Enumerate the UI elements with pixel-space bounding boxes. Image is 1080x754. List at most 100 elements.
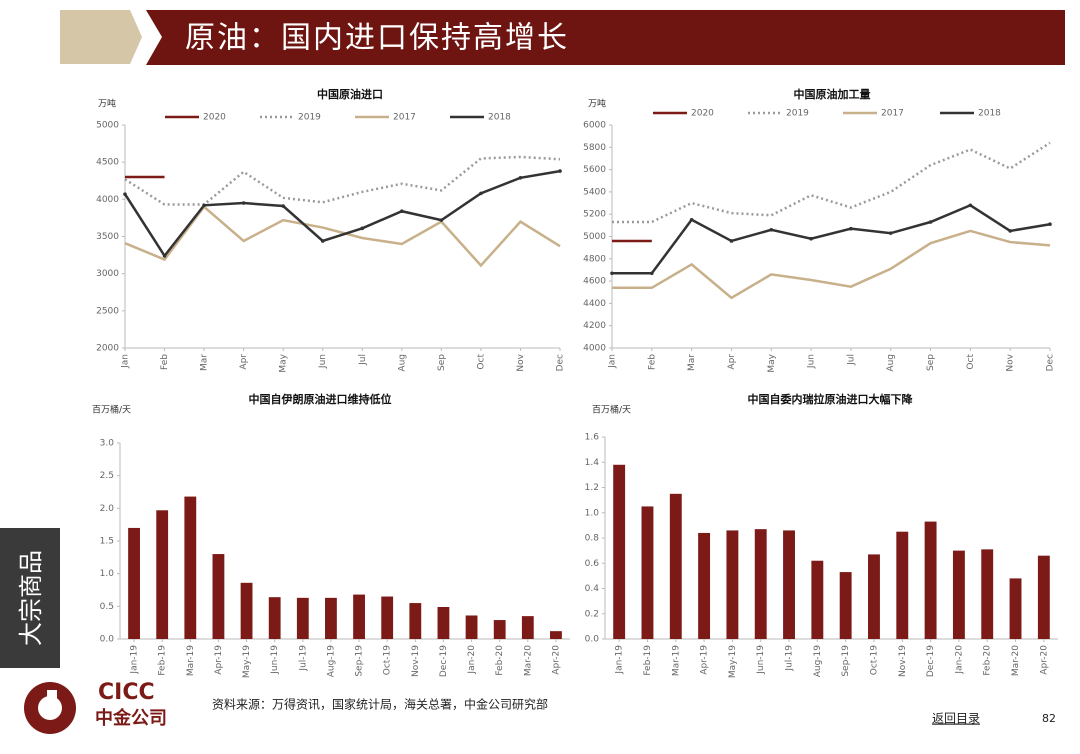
bar [465,615,478,639]
x-tick-label: Feb [160,354,170,370]
bar [924,521,937,639]
y-tick-label: 1.5 [100,537,114,547]
legend-label: 2020 [691,109,714,119]
y-tick-label: 4000 [583,344,606,354]
x-tick-label: May-19 [728,645,738,678]
x-tick-label: Dec [556,354,566,371]
x-tick-label: Mar-20 [1011,645,1021,676]
y-tick-label: 5600 [583,165,606,175]
point [729,239,734,243]
x-tick-label: Sep-19 [841,645,851,677]
x-tick-label: May-19 [242,645,252,678]
point [968,203,973,208]
x-tick-label: Jul [846,354,856,366]
sidebar-label: 大宗商品 [17,550,45,646]
x-tick-label: Nov [1006,353,1016,371]
x-tick-label: Apr-19 [700,645,710,675]
x-tick-label: Oct [966,354,976,370]
x-tick-label: Jan [121,354,131,369]
x-tick-label: Mar [687,354,697,371]
x-tick-label: Feb-19 [158,645,168,676]
point [689,217,694,222]
x-tick-label: Nov-19 [411,645,421,677]
unit-label: 万吨 [98,98,116,110]
legend-label: 2019 [786,109,809,119]
point [888,231,893,235]
y-tick-label: 3.0 [100,439,115,449]
point [202,203,206,208]
bar [325,597,337,639]
bar [268,597,281,639]
y-tick-label: 0.0 [585,635,600,645]
x-tick-label: Jan-20 [467,645,477,675]
x-tick-label: Feb-19 [643,645,653,676]
y-tick-label: 2.0 [100,504,115,514]
x-tick-label: Feb-20 [983,645,993,676]
point [162,254,167,258]
x-tick-label: Jun [318,354,328,369]
y-tick-label: 1.0 [585,508,600,518]
y-tick-label: 1.0 [100,569,115,579]
bar [156,510,169,639]
y-tick-label: 0.4 [585,584,600,594]
point [650,271,654,276]
y-tick-label: 5400 [583,187,606,197]
y-tick-label: 4200 [583,321,606,331]
chart-title: 中国原油进口 [317,87,383,101]
x-tick-label: Oct-19 [869,645,879,676]
chart-title: 中国原油加工量 [794,87,871,101]
sidebar-box [0,528,60,668]
point [439,218,444,222]
bar [698,532,711,639]
x-tick-label: Feb [647,354,657,370]
header-title: 原油：国内进口保持高增长 [185,21,569,56]
y-tick-label: 6000 [583,121,606,131]
x-tick-label: Mar-20 [523,645,533,676]
y-tick-label: 3500 [96,232,119,242]
bar [353,594,365,639]
legend-label: 2019 [298,113,321,123]
x-tick-label: Sep-19 [355,645,365,677]
y-tick-label: 5000 [583,232,606,242]
x-tick-label: Jun [807,354,817,369]
x-tick-label: Aug [886,354,896,372]
chart-title: 中国自委内瑞拉原油进口大幅下降 [748,392,914,406]
x-tick-label: Aug-19 [326,645,336,678]
y-tick-label: 4500 [96,158,119,168]
header-banner [146,10,1065,65]
point [558,169,562,173]
bar [839,572,852,639]
bar [437,606,450,639]
bar [811,560,824,639]
logo-cn: 中金公司 [95,707,167,729]
legend-label: 2018 [978,109,1001,119]
y-tick-label: 0.2 [585,609,599,619]
unit-label: 万吨 [588,98,606,110]
bar [641,506,654,639]
x-tick-label: Jul-19 [785,645,795,672]
back-link[interactable]: 返回目录 [932,712,980,726]
bar [1037,555,1050,639]
bar [896,531,909,639]
x-tick-label: Apr-20 [1039,645,1049,675]
point [809,236,813,241]
series-line [612,141,1051,224]
logo-square [47,690,57,700]
x-tick-label: Apr-20 [551,645,561,675]
series-line [124,204,561,268]
x-tick-label: Jan-19 [130,645,140,675]
point [360,226,365,231]
point [849,226,853,231]
y-tick-label: 2.5 [100,471,114,481]
bar [726,530,739,639]
x-tick-label: Aug [397,354,407,372]
x-tick-label: Jun-19 [756,645,766,675]
point [400,209,404,214]
y-tick-label: 2500 [96,306,119,316]
y-tick-label: 2000 [96,344,119,354]
x-tick-label: Nov [516,353,526,371]
bar [493,620,506,639]
y-tick-label: 0.0 [100,635,115,645]
bar [550,631,562,639]
bar [212,554,225,639]
